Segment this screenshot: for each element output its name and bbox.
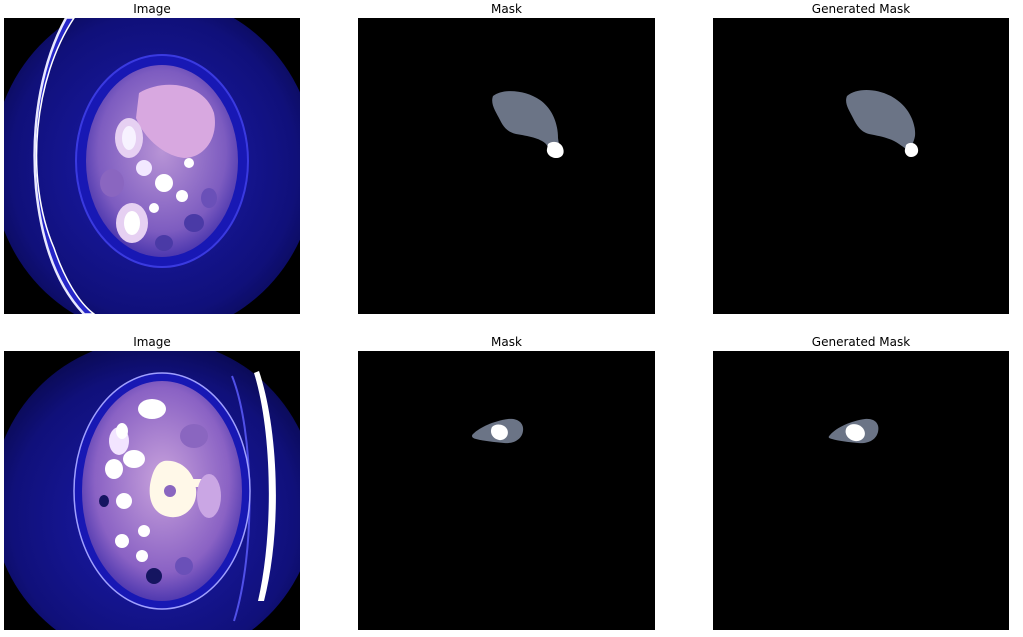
ground-truth-mask-row2 bbox=[358, 351, 655, 630]
ct-image-row1 bbox=[4, 18, 300, 314]
generated-mask-row2 bbox=[713, 351, 1009, 630]
ct-image-row2 bbox=[4, 351, 300, 630]
ct-scan-slice-row1 bbox=[4, 18, 300, 314]
panel-title-image-row2: Image bbox=[133, 335, 171, 349]
generated-lesion-mask-region bbox=[904, 142, 919, 157]
generated-lesion-mask-region bbox=[845, 424, 865, 442]
panel-title-generated-mask-row1: Generated Mask bbox=[811, 2, 911, 16]
generated-mask-canvas-row1 bbox=[713, 18, 1009, 314]
ground-truth-mask-row1 bbox=[358, 18, 655, 314]
panel-title-mask-row1: Mask bbox=[491, 2, 522, 16]
generated-mask-row1 bbox=[713, 18, 1009, 314]
panel-title-image-row1: Image bbox=[133, 2, 171, 16]
generated-organ-mask-region bbox=[846, 90, 916, 151]
lesion-mask-region bbox=[546, 141, 564, 158]
organ-mask-region bbox=[492, 91, 560, 155]
liver-region bbox=[136, 84, 215, 158]
mask-canvas-row1 bbox=[358, 18, 655, 314]
mask-canvas-row2 bbox=[358, 351, 655, 630]
panel-title-generated-mask-row2: Generated Mask bbox=[811, 335, 911, 349]
generated-mask-canvas-row2 bbox=[713, 351, 1009, 630]
panel-title-mask-row2: Mask bbox=[491, 335, 522, 349]
lesion-mask-region bbox=[490, 424, 508, 441]
ct-scan-slice-row2 bbox=[4, 351, 300, 630]
